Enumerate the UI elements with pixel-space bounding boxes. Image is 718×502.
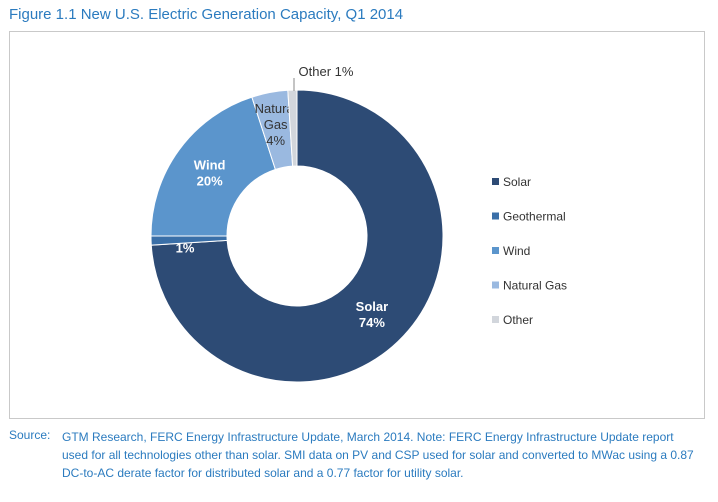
legend-swatch-other — [492, 316, 499, 323]
legend-swatch-solar — [492, 178, 499, 185]
slice-other — [287, 89, 298, 167]
figure-title: Figure 1.1 New U.S. Electric Generation … — [9, 6, 404, 23]
legend-swatch-natural-gas — [492, 281, 499, 289]
data-label-wind: Wind 20% — [194, 158, 226, 189]
legend-label-wind: Wind — [503, 244, 530, 258]
slice-solar — [150, 89, 444, 383]
source-note: GTM Research, FERC Energy Infrastructure… — [62, 430, 694, 480]
slice-wind — [150, 96, 276, 237]
data-label-natural-gas: Natural Gas 4% — [255, 101, 297, 148]
source-label: Source: — [9, 428, 51, 442]
legend-label-solar: Solar — [503, 175, 531, 189]
legend-label-other: Other — [503, 313, 533, 327]
legend-swatch-geothermal — [492, 212, 499, 220]
data-label-other: Other 1% — [299, 64, 354, 79]
data-label-solar: Solar 74% — [356, 299, 389, 330]
legend-swatch-wind — [492, 247, 499, 254]
legend-label-natural-gas: Natural Gas — [503, 279, 567, 293]
legend-label-geothermal: Geothermal — [503, 210, 566, 224]
